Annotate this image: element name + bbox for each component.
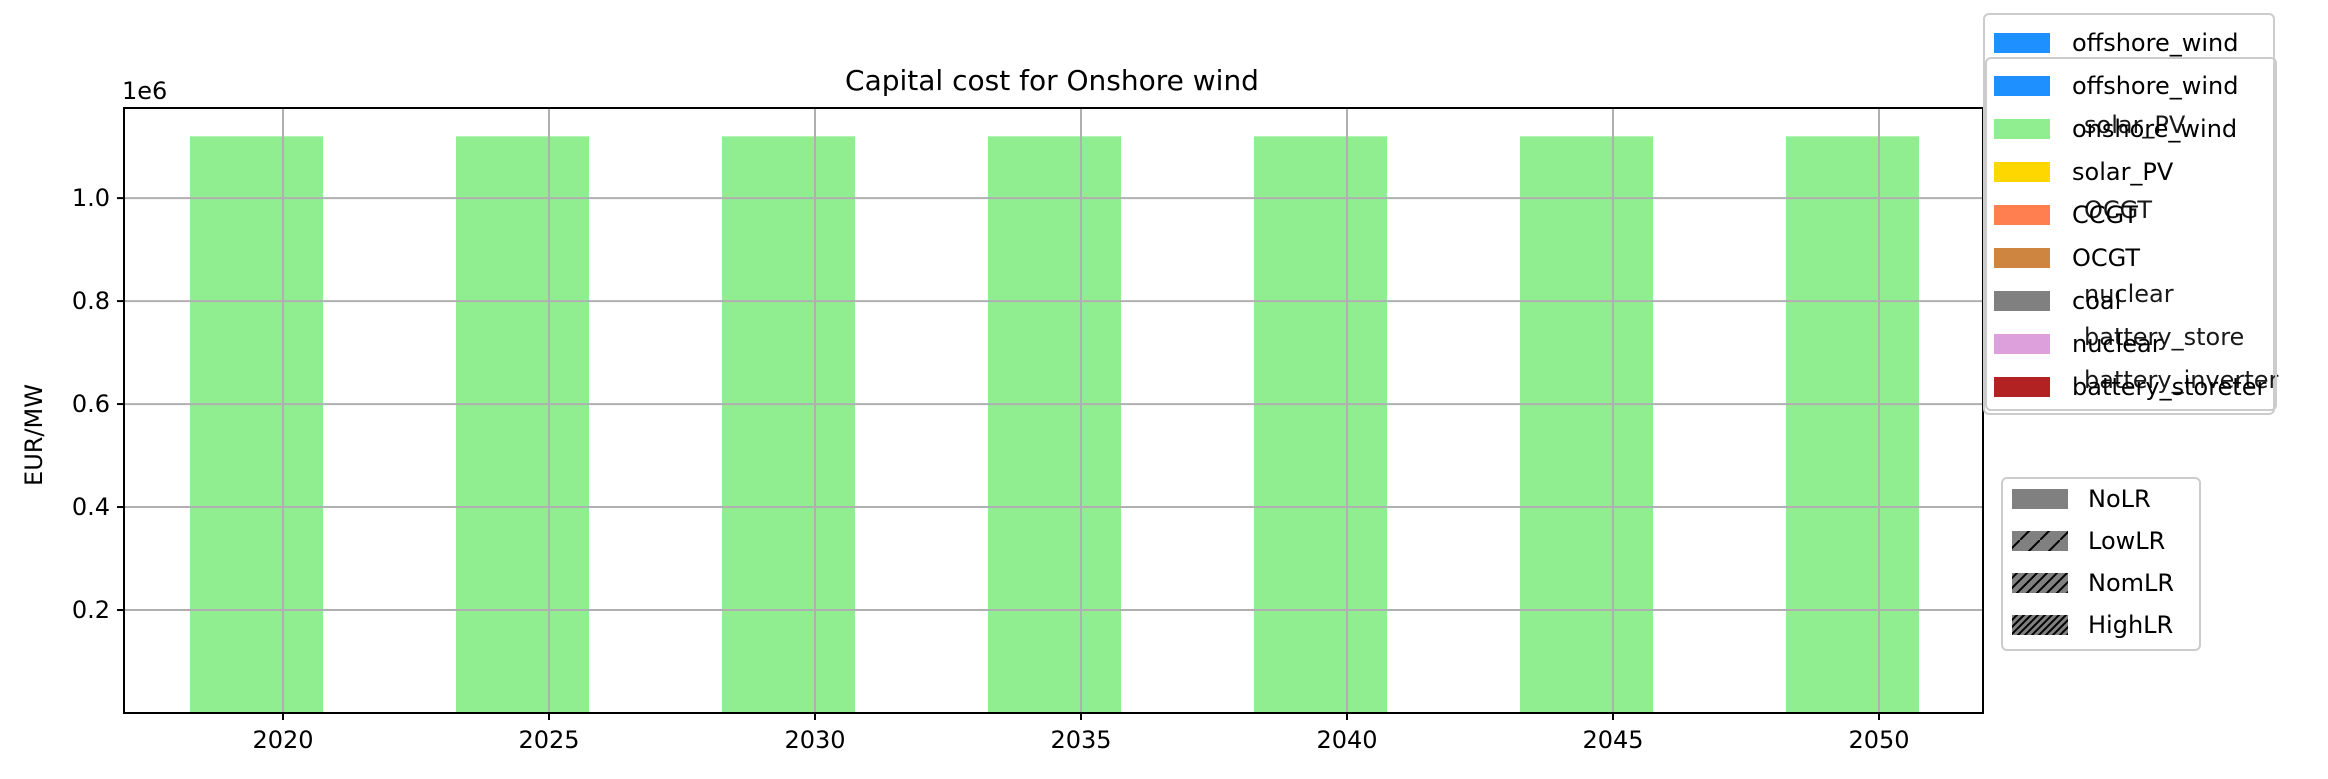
y-tick-label: 0.2: [72, 596, 110, 624]
bar-onshore_wind-2030: [722, 136, 855, 713]
legend-label-offshore_wind: offshore_wind: [2072, 29, 2238, 57]
axes: 0.2 0.4 0.6 0.8 1.0 2020 2025 2030 2035 2040 2045 2…: [72, 107, 1984, 754]
lr-swatch-NoLR: [2012, 489, 2068, 509]
legend-back-box: [1983, 13, 2275, 415]
x-tick-label: 2020: [252, 726, 313, 754]
lr-hatch-NomLR: [2012, 573, 2068, 593]
x-tick-label: 2050: [1848, 726, 1909, 754]
legend-label-nuclear: nuclear: [2072, 330, 2162, 358]
x-tick-label: 2045: [1582, 726, 1643, 754]
legend-swatch-onshore_wind: [1994, 119, 2050, 139]
legend-ghost-label: battery_inverter: [2084, 366, 2278, 394]
legend-ghost-label: solar_PV: [2084, 111, 2186, 139]
y-tick-label: 0.8: [72, 287, 110, 315]
lr-hatch-LowLR: [2012, 531, 2068, 551]
legend-swatch-solar_PV: [1994, 162, 2050, 182]
x-tick-label: 2025: [518, 726, 579, 754]
bar-onshore_wind-2045: [1520, 136, 1653, 713]
y-tick-label: 1.0: [72, 184, 110, 212]
bar-onshore_wind-2050: [1786, 136, 1919, 713]
lr-label-NomLR: NomLR: [2088, 569, 2174, 597]
y-offset-label: 1e6: [122, 77, 167, 105]
legend-label-onshore_wind: onshore_wind: [2072, 115, 2237, 143]
bars: [190, 136, 1919, 713]
y-tick-label: 0.4: [72, 493, 110, 521]
grid-lines: [124, 108, 1983, 713]
chart-title: Capital cost for Onshore wind: [845, 64, 1259, 97]
legend-label-battery_storeter: battery_storeter: [2072, 373, 2266, 401]
x-tick-label: 2030: [784, 726, 845, 754]
lr-hatch-HighLR: [2012, 615, 2068, 635]
bar-onshore_wind-2035: [988, 136, 1121, 713]
lr-label-HighLR: HighLR: [2088, 611, 2173, 639]
lr-legend-box: [2001, 477, 2201, 651]
legend-swatch-CCGT: [1994, 205, 2050, 225]
x-tick-label: 2040: [1316, 726, 1377, 754]
legend-swatch-offshore_wind: [1994, 33, 2050, 53]
bar-onshore_wind-2040: [1254, 136, 1387, 713]
legend-ghost-label: nuclear: [2084, 280, 2174, 308]
legend-label-CCGT: CCGT: [2072, 201, 2138, 229]
legend-swatch-OCGT: [1994, 248, 2050, 268]
legend-swatch-nuclear: [1994, 334, 2050, 354]
legend-swatch-battery_storeter: [1994, 377, 2050, 397]
bar-onshore_wind-2020: [190, 136, 323, 713]
legend-label-offshore_wind: offshore_wind: [2072, 72, 2238, 100]
bar-onshore_wind-2025: [456, 136, 589, 713]
learning-rate-legend: NoLR LowLR NomLR HighLR: [2001, 477, 2201, 651]
legend-label-solar_PV: solar_PV: [2072, 158, 2174, 186]
legend-swatch-coal: [1994, 291, 2050, 311]
legend-label-coal: coal: [2072, 287, 2121, 315]
legend-front-box: [1985, 57, 2277, 411]
y-axis-label: EUR/MW: [20, 384, 48, 486]
plot-frame: [123, 107, 1984, 714]
legend-ghost-label: OCGT: [2084, 196, 2152, 224]
legend-label-OCGT: OCGT: [2072, 244, 2140, 272]
lr-label-NoLR: NoLR: [2088, 485, 2151, 513]
technology-legend: solar_PVOCGTnuclearbattery_storebattery_…: [1983, 13, 2278, 415]
lr-label-LowLR: LowLR: [2088, 527, 2165, 555]
legend-swatch-offshore_wind: [1994, 76, 2050, 96]
x-tick-label: 2035: [1050, 726, 1111, 754]
legend-ghost-label: battery_store: [2084, 323, 2244, 351]
y-tick-label: 0.6: [72, 390, 110, 418]
